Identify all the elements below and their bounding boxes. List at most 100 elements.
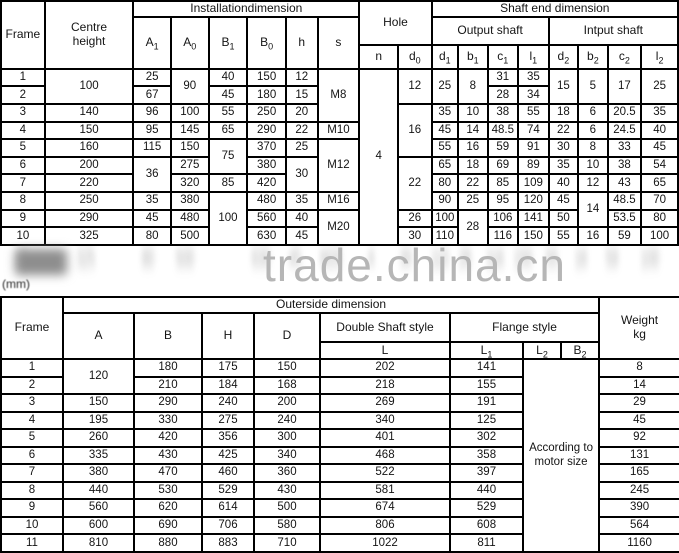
t1-cell: 5 [577, 67, 609, 106]
t2-col-H: H [201, 312, 255, 360]
t1-cell: 480 [246, 191, 287, 211]
t2-cell: 131 [598, 445, 679, 466]
t1-cell: 109 [517, 173, 550, 194]
t1-cell: 35 [640, 103, 679, 123]
ghost-smear-band: 103258050063045M204301102811615055165910… [0, 246, 679, 279]
t1-cell: 145 [169, 120, 210, 141]
t1-cell: 6 [0, 155, 46, 176]
t1-cell: 91 [517, 138, 550, 158]
t2-cell: 674 [319, 498, 451, 518]
t2-frame-header: Frame [0, 296, 64, 360]
t2-cell: 4 [0, 410, 64, 431]
t1-cell: 500 [169, 226, 210, 246]
t2-cell: 3 [0, 393, 64, 413]
t2-cell: 340 [253, 445, 321, 466]
t2-cell: 45 [598, 410, 679, 431]
t1-cell: 140 [43, 103, 135, 123]
t2-row: 3 150 290 240 200 269 191 29 [0, 393, 679, 413]
t1-row: 5 160 115 150 75 370 25 M12 55 16 59 91 30 8 33 45 [0, 138, 679, 194]
t1-col-d1: d1 [430, 43, 460, 70]
t1-cell: 53.5 [606, 208, 643, 229]
t1-col-B0: B0 [246, 15, 287, 70]
t1-cell: 30 [397, 226, 433, 246]
t1-cell: 16 [397, 103, 433, 158]
t2-cell: 425 [201, 445, 255, 466]
t1-cell: 35 [517, 67, 550, 88]
t2-cell: 8 [598, 358, 679, 378]
t1-cell: 31 [486, 67, 520, 88]
t1-cell: 6 [577, 120, 609, 141]
t1-cell: 380 [246, 155, 287, 176]
t2-cell: 92 [598, 428, 679, 448]
t1-cell: 3 [0, 103, 46, 123]
t1-cell: 45 [640, 138, 679, 158]
t2-cell: 600 [62, 515, 135, 536]
t1-cell: 55 [517, 103, 550, 123]
t1-cell: 250 [43, 191, 135, 211]
t1-cell: 25 [457, 191, 489, 211]
t2-cell: 125 [449, 410, 524, 431]
t1-cell: 150 [517, 226, 550, 246]
t2-col-L2: L2 [522, 341, 562, 360]
t2-col-B2: B2 [559, 341, 601, 360]
t1-cell: 200 [43, 155, 135, 176]
t1-col-B1: B1 [207, 15, 249, 70]
ghost-smear: 30 [399, 246, 413, 274]
ghost-smear: 116 [486, 246, 504, 274]
t2-cell: 269 [319, 393, 451, 413]
t1-row: 4 150 95 145 65 290 22 M10 45 14 48.5 74 22 6 24.5 40 [0, 120, 679, 141]
t2-cell: 260 [62, 428, 135, 448]
t1-cell: 45 [547, 191, 580, 211]
t2-cell: 165 [598, 463, 679, 483]
t2-cell: 500 [253, 498, 321, 518]
t2-cell: 335 [62, 445, 135, 466]
t1-cell: 40 [207, 67, 249, 88]
t1-cell: 370 [246, 138, 287, 158]
t2-cell: 150 [253, 358, 321, 378]
t1-cell: 100 [43, 67, 135, 106]
t1-row: 7 220 320 85 420 80 22 85 109 40 12 43 65 [0, 173, 679, 194]
t2-header-row-1: Frame Outerside dimension Weight kg [0, 296, 679, 360]
t2-cell: 581 [319, 480, 451, 501]
t1-cell: 630 [246, 226, 287, 246]
t2-row: 8 440 530 529 430 581 440 245 [0, 480, 679, 501]
t1-col-b2: b2 [577, 43, 609, 70]
t1-col-d2: d2 [547, 43, 580, 70]
t1-cell: M10 [316, 120, 361, 141]
t2-cell: 530 [133, 480, 203, 501]
t1-cell: 22 [457, 173, 489, 194]
t1-cell: 80 [430, 173, 460, 194]
t1-cell: 35 [430, 103, 460, 123]
t2-cell: 356 [201, 428, 255, 448]
t2-cell: 529 [449, 498, 524, 518]
t2-cell: 200 [253, 393, 321, 413]
t2-cell: 430 [133, 445, 203, 466]
t1-cell: 55 [207, 103, 249, 123]
t1-cell: 43 [606, 173, 643, 194]
t1-col-b1: b1 [457, 43, 489, 70]
ghost-smear: 500 [175, 246, 195, 274]
t1-cell: 141 [517, 208, 550, 229]
t2-cell: 430 [253, 480, 321, 501]
t1-row: 1 100 25 90 40 150 12 M8 4 12 25 8 31 35 15 5 17 25 [0, 67, 679, 247]
t1-cell: 560 [246, 208, 287, 229]
t1-col-n: n [358, 43, 399, 70]
ghost-smear: M20 [320, 246, 342, 274]
t2-cell: 358 [449, 445, 524, 466]
t1-cell: 8 [577, 138, 609, 158]
t1-cell: 14 [577, 191, 609, 229]
t1-cell: 116 [486, 226, 520, 246]
t1-cell: 180 [246, 85, 287, 105]
t1-col-A0: A0 [169, 15, 210, 70]
t2-cell: 290 [133, 393, 203, 413]
t1-cell: 36 [132, 155, 172, 194]
t1-cell: 15 [547, 67, 580, 106]
smudge-blob [15, 249, 67, 275]
t2-cell: 380 [62, 463, 135, 483]
t1-cell: 45 [284, 226, 319, 246]
installation-shaft-dimension-table: Frame Centre height Installationdimensio… [0, 0, 679, 247]
t2-cell: 302 [449, 428, 524, 448]
t1-cell: 100 [430, 208, 460, 229]
t1-cell: 110 [430, 226, 460, 246]
ghost-smear: 150 [513, 246, 533, 274]
